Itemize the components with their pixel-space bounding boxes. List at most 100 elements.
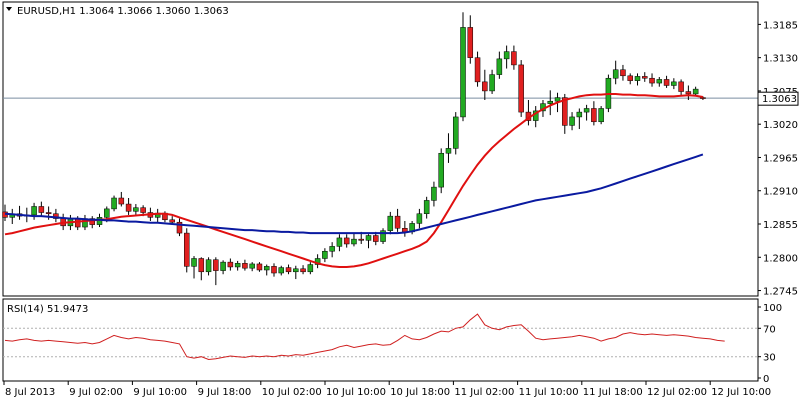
bull-candle	[249, 263, 255, 269]
slow-ma-line	[4, 153, 704, 235]
time-tick-label: 11 Jul 18:00	[583, 387, 643, 398]
bear-candle	[300, 268, 306, 273]
time-tick-label: 11 Jul 02:00	[454, 387, 514, 398]
bull-candle	[293, 268, 299, 273]
bear-candle	[242, 263, 248, 269]
price-panel-frame	[2, 1, 759, 297]
price-tick-label: 1.2745	[763, 287, 798, 298]
bull-candle	[656, 79, 663, 84]
bear-candle	[358, 238, 364, 241]
bull-candle	[133, 207, 139, 212]
time-tick-label: 10 Jul 18:00	[390, 387, 450, 398]
bull-candle	[96, 217, 103, 225]
bear-candle	[373, 235, 379, 242]
bull-candle	[431, 186, 437, 201]
price-tick-label: 1.2965	[763, 153, 798, 164]
bear-candle	[38, 206, 45, 213]
bull-candle	[387, 215, 394, 231]
bull-candle	[496, 58, 503, 75]
bear-candle	[271, 266, 277, 274]
rsi-tick-label: 100	[763, 303, 782, 314]
rsi-tick-label: 0	[763, 374, 769, 385]
bull-candle	[380, 230, 386, 242]
symbol-header: EURUSD,H1 1.3064 1.3066 1.3060 1.3063	[17, 6, 229, 17]
time-tick-label: 9 Jul 10:00	[133, 387, 187, 398]
bear-candle	[700, 97, 706, 99]
rsi-tick-label: 30	[763, 353, 776, 364]
bear-candle	[285, 267, 292, 273]
bull-candle	[634, 76, 641, 81]
bull-candle	[329, 246, 335, 252]
time-tick-label: 10 Jul 02:00	[262, 387, 322, 398]
price-tick-label: 1.2855	[763, 220, 798, 231]
time-tick-label: 9 Jul 02:00	[69, 387, 123, 398]
bull-candle	[205, 259, 212, 273]
bull-candle	[554, 97, 561, 102]
bear-candle	[198, 258, 205, 273]
bull-candle	[111, 197, 117, 210]
current-price-label: 1.3063	[762, 94, 797, 105]
bull-candle	[583, 108, 590, 113]
rsi-panel-frame	[2, 298, 759, 382]
bull-candle	[671, 81, 677, 86]
price-tick-label: 1.2910	[763, 187, 798, 198]
bull-candle	[489, 74, 495, 92]
price-tick-label: 1.3130	[763, 54, 798, 65]
time-tick-label: 12 Jul 02:00	[647, 387, 707, 398]
rsi-line	[4, 313, 725, 361]
bull-candle	[503, 51, 510, 60]
bull-candle	[31, 206, 37, 216]
bear-candle	[518, 64, 524, 113]
bull-candle	[569, 116, 575, 126]
bear-candle	[642, 76, 648, 79]
bear-candle	[169, 219, 175, 223]
bull-candle	[612, 69, 619, 79]
bear-candle	[184, 232, 190, 267]
time-tick-label: 10 Jul 10:00	[326, 387, 386, 398]
bear-candle	[511, 51, 517, 66]
bear-candle	[118, 197, 125, 205]
time-tick-label: 12 Jul 10:00	[711, 387, 771, 398]
bear-candle	[474, 57, 481, 83]
price-tick-label: 1.3185	[763, 20, 798, 31]
bull-candle	[191, 258, 197, 267]
bear-candle	[227, 261, 234, 268]
bull-candle	[547, 100, 553, 104]
bear-candle	[562, 97, 568, 126]
bull-candle	[598, 108, 604, 123]
bull-candle	[322, 250, 328, 259]
bear-candle	[467, 27, 474, 58]
bull-candle	[452, 116, 459, 149]
collapse-triangle-icon[interactable]	[6, 7, 12, 11]
fast-ma-line	[4, 93, 704, 268]
time-tick-label: 9 Jul 18:00	[198, 387, 252, 398]
bull-candle	[692, 88, 699, 95]
bear-candle	[591, 108, 597, 123]
bull-candle	[234, 263, 241, 268]
rsi-tick-label: 70	[763, 324, 776, 335]
bear-candle	[482, 81, 488, 92]
bear-candle	[649, 77, 655, 84]
bear-candle	[53, 213, 59, 219]
bear-candle	[685, 91, 692, 95]
time-tick-label: 8 Jul 2013	[5, 387, 55, 398]
bull-candle	[438, 152, 444, 188]
bear-candle	[140, 207, 146, 213]
bear-candle	[176, 221, 183, 234]
bull-candle	[307, 264, 314, 273]
bear-candle	[627, 75, 633, 81]
bull-candle	[416, 213, 423, 224]
bear-candle	[213, 259, 219, 271]
bear-candle	[45, 212, 52, 214]
bull-candle	[220, 261, 226, 271]
bull-candle	[576, 111, 583, 118]
bull-candle	[104, 208, 110, 218]
price-tick-label: 1.3020	[763, 120, 798, 131]
current-price-tag: 1.3063	[757, 91, 799, 106]
bull-candle	[460, 27, 466, 118]
price-tick-label: 1.2800	[763, 253, 798, 264]
bear-candle	[256, 263, 263, 271]
bull-candle	[445, 148, 452, 154]
